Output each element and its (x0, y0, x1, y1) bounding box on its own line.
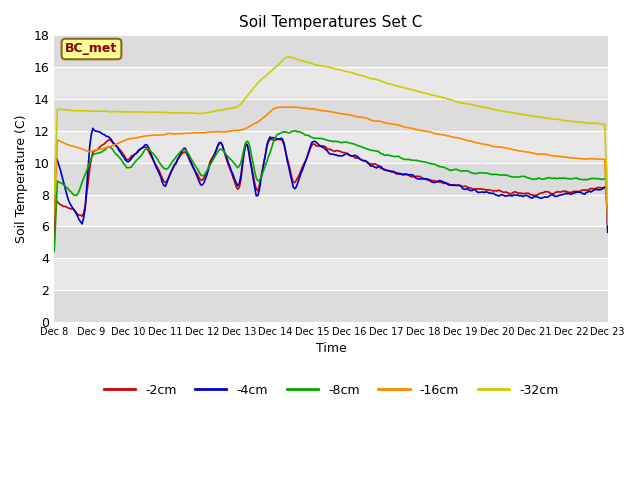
Bar (54, 67, 608, 99)
Bar (54, 163, 608, 194)
Legend: -2cm, -4cm, -8cm, -16cm, -32cm: -2cm, -4cm, -8cm, -16cm, -32cm (99, 379, 563, 402)
Bar (54, 227, 608, 258)
Bar (54, 131, 608, 163)
Bar (54, 36, 608, 67)
Bar (54, 258, 608, 290)
Text: BC_met: BC_met (65, 43, 118, 56)
Title: Soil Temperatures Set C: Soil Temperatures Set C (239, 15, 422, 30)
X-axis label: Time: Time (316, 342, 346, 355)
Bar (54, 194, 608, 227)
Bar (54, 99, 608, 131)
Y-axis label: Soil Temperature (C): Soil Temperature (C) (15, 114, 28, 243)
Bar (54, 290, 608, 322)
